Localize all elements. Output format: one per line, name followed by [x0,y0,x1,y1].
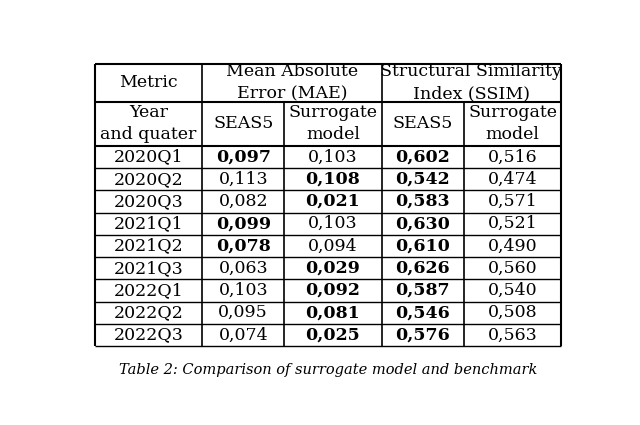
Text: 2022Q2: 2022Q2 [113,304,184,321]
Text: 0,576: 0,576 [396,326,450,343]
Text: 0,074: 0,074 [218,326,268,343]
Text: 0,108: 0,108 [306,171,360,188]
Text: SEAS5: SEAS5 [392,115,453,132]
Text: 0,546: 0,546 [396,304,450,321]
Text: Surrogate
model: Surrogate model [468,104,557,143]
Text: 0,490: 0,490 [488,238,538,255]
Text: Structural Similarity
Index (SSIM): Structural Similarity Index (SSIM) [380,63,563,102]
Text: Surrogate
model: Surrogate model [289,104,378,143]
Text: 0,602: 0,602 [396,148,450,165]
Text: 2022Q1: 2022Q1 [114,282,184,299]
Text: 0,025: 0,025 [306,326,360,343]
Text: 0,082: 0,082 [218,193,268,210]
Text: 2020Q2: 2020Q2 [114,171,184,188]
Text: 0,029: 0,029 [305,260,360,277]
Text: 2022Q3: 2022Q3 [113,326,184,343]
Text: 0,095: 0,095 [218,304,268,321]
Text: 0,540: 0,540 [488,282,538,299]
Text: 0,474: 0,474 [488,171,538,188]
Text: Metric: Metric [119,74,178,91]
Text: 0,099: 0,099 [216,215,271,232]
Text: 0,521: 0,521 [488,215,538,232]
Text: 0,563: 0,563 [488,326,538,343]
Text: 0,103: 0,103 [308,215,358,232]
Text: 0,630: 0,630 [396,215,450,232]
Text: 0,516: 0,516 [488,148,538,165]
Text: 0,583: 0,583 [396,193,450,210]
Text: 2021Q2: 2021Q2 [114,238,184,255]
Text: 0,560: 0,560 [488,260,538,277]
Text: 0,094: 0,094 [308,238,358,255]
Text: 0,103: 0,103 [218,282,268,299]
Text: 0,092: 0,092 [305,282,360,299]
Text: 0,610: 0,610 [396,238,450,255]
Text: Mean Absolute
Error (MAE): Mean Absolute Error (MAE) [226,63,358,102]
Text: 0,063: 0,063 [218,260,268,277]
Text: 2021Q3: 2021Q3 [114,260,184,277]
Text: 0,113: 0,113 [218,171,268,188]
Text: SEAS5: SEAS5 [213,115,273,132]
Text: 0,542: 0,542 [396,171,450,188]
Text: 0,626: 0,626 [396,260,450,277]
Text: Table 2: Comparison of surrogate model and benchmark: Table 2: Comparison of surrogate model a… [119,363,537,377]
Text: Year
and quater: Year and quater [100,104,196,143]
Text: 0,571: 0,571 [488,193,538,210]
Text: 2020Q1: 2020Q1 [114,148,183,165]
Text: 0,021: 0,021 [306,193,360,210]
Text: 0,081: 0,081 [306,304,360,321]
Text: 0,097: 0,097 [216,148,271,165]
Text: 0,078: 0,078 [216,238,271,255]
Text: 0,103: 0,103 [308,148,358,165]
Text: 2021Q1: 2021Q1 [114,215,183,232]
Text: 0,508: 0,508 [488,304,538,321]
Text: 2020Q3: 2020Q3 [114,193,184,210]
Text: 0,587: 0,587 [396,282,450,299]
